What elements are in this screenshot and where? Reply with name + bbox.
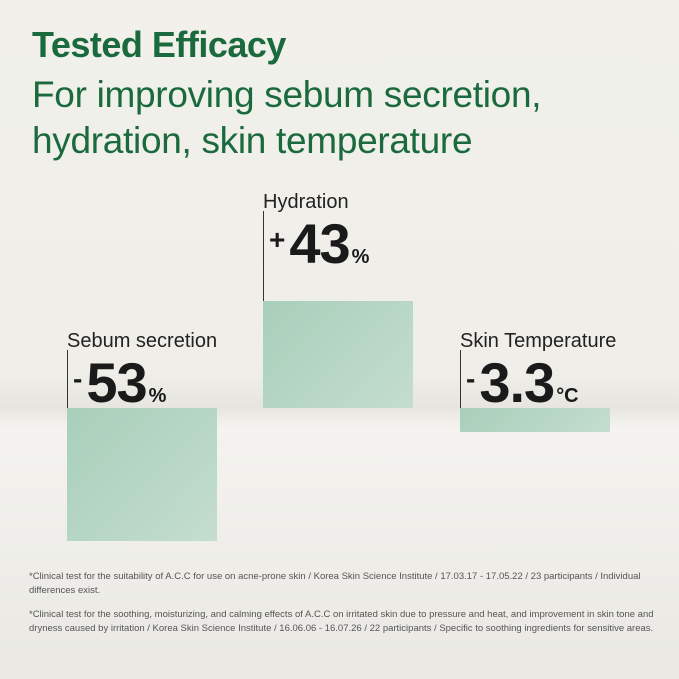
value-label: -3.3 °C <box>466 350 579 415</box>
value-label: +43% <box>269 211 369 276</box>
value-unit: % <box>148 385 167 407</box>
value-unit: % <box>351 245 370 268</box>
subtitle-line: hydration, skin temperature <box>32 120 473 161</box>
bar <box>67 408 217 541</box>
footnote: *Clinical test for the suitability of A.… <box>29 571 641 596</box>
value-number: 43 <box>289 211 350 275</box>
bar <box>460 408 610 433</box>
subtitle-line: For improving sebum secretion, <box>32 74 542 115</box>
category-label: Hydration <box>263 190 349 213</box>
value-label: -53% <box>73 350 166 415</box>
category-label: Skin Temperature <box>460 330 617 352</box>
divider-line <box>67 350 68 408</box>
value-number: 3.3 <box>479 351 555 414</box>
bar <box>263 300 413 408</box>
value-number: 53 <box>86 351 147 414</box>
divider-line <box>460 350 461 408</box>
category-label: Sebum secretion <box>67 330 218 352</box>
footnotes: *Clinical test for the suitability of A.… <box>29 570 654 646</box>
value-unit: °C <box>556 385 579 407</box>
footnote: *Clinical test for the soothing, moistur… <box>29 609 654 634</box>
value-sign: + <box>269 223 286 255</box>
page-title: Tested Efficacy <box>32 24 286 65</box>
divider-line <box>263 210 264 301</box>
value-sign: - <box>73 363 83 394</box>
value-sign: - <box>466 363 476 394</box>
page-subtitle: For improving sebum secretion, hydration… <box>32 72 542 164</box>
